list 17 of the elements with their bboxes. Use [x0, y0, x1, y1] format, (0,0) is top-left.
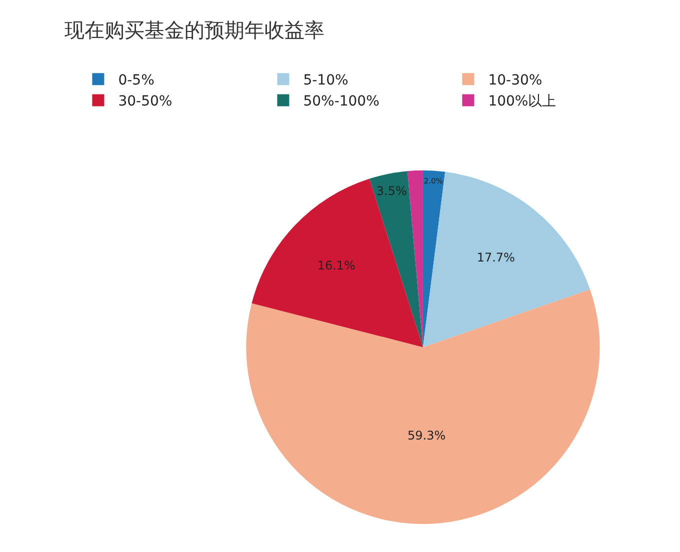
legend-label: 50%-100%	[303, 94, 380, 110]
chart-title: 现在购买基金的预期年收益率	[64, 18, 325, 42]
data-label: 59.3%	[408, 428, 446, 443]
pie-slice	[422, 172, 590, 348]
data-label: 3.5%	[376, 184, 407, 198]
pie-slice	[422, 170, 446, 348]
legend-label: 0-5%	[118, 72, 154, 89]
legend-label: 30-50%	[118, 94, 172, 110]
legend-label: 5-10%	[303, 72, 348, 89]
pie-slice	[369, 171, 423, 348]
data-label: 16.1%	[317, 258, 356, 272]
pie-slice	[407, 170, 423, 348]
legend-label: 100%以上	[488, 94, 556, 110]
legend-label: 10-30%	[488, 72, 542, 89]
pie-slice	[246, 289, 600, 524]
data-label: 17.7%	[476, 250, 515, 264]
pie-slice	[252, 178, 423, 348]
